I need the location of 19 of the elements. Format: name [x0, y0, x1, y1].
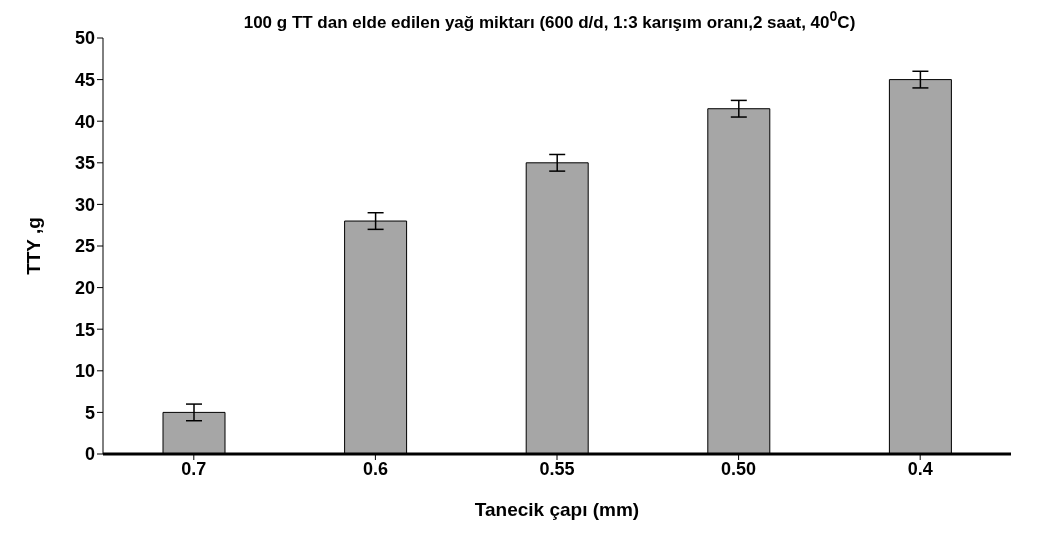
y-tick-label: 50 — [74, 28, 95, 49]
y-tick-label: 0 — [84, 444, 95, 465]
x-tick-label: 0.7 — [181, 458, 207, 479]
y-tick-label: 5 — [84, 402, 95, 423]
y-tick-label: 30 — [74, 194, 95, 215]
chart-title: 100 g TT dan elde edilen yağ miktarı (600 d/d, 1:3 karışım oranı,2 saat, 40$^{0}$C) — [242, 8, 857, 32]
x-tick-label: 0.6 — [362, 458, 388, 479]
y-tick-label: 20 — [74, 277, 95, 298]
y-tick-label: 40 — [74, 111, 95, 132]
y-tick-label: 10 — [74, 361, 95, 382]
y-tick-label: 15 — [74, 319, 95, 340]
x-axis-title: Tanecik çapı (mm) — [474, 499, 640, 520]
y-tick-label: 35 — [74, 153, 95, 174]
y-tick-label: 25 — [74, 236, 95, 257]
x-tick-label: 0.50 — [721, 458, 757, 479]
y-axis-title: TTY ,g — [22, 217, 44, 275]
x-tick-label: 0.55 — [539, 458, 575, 479]
x-tick-label: 0.4 — [907, 458, 933, 479]
y-tick-label: 45 — [74, 69, 95, 90]
